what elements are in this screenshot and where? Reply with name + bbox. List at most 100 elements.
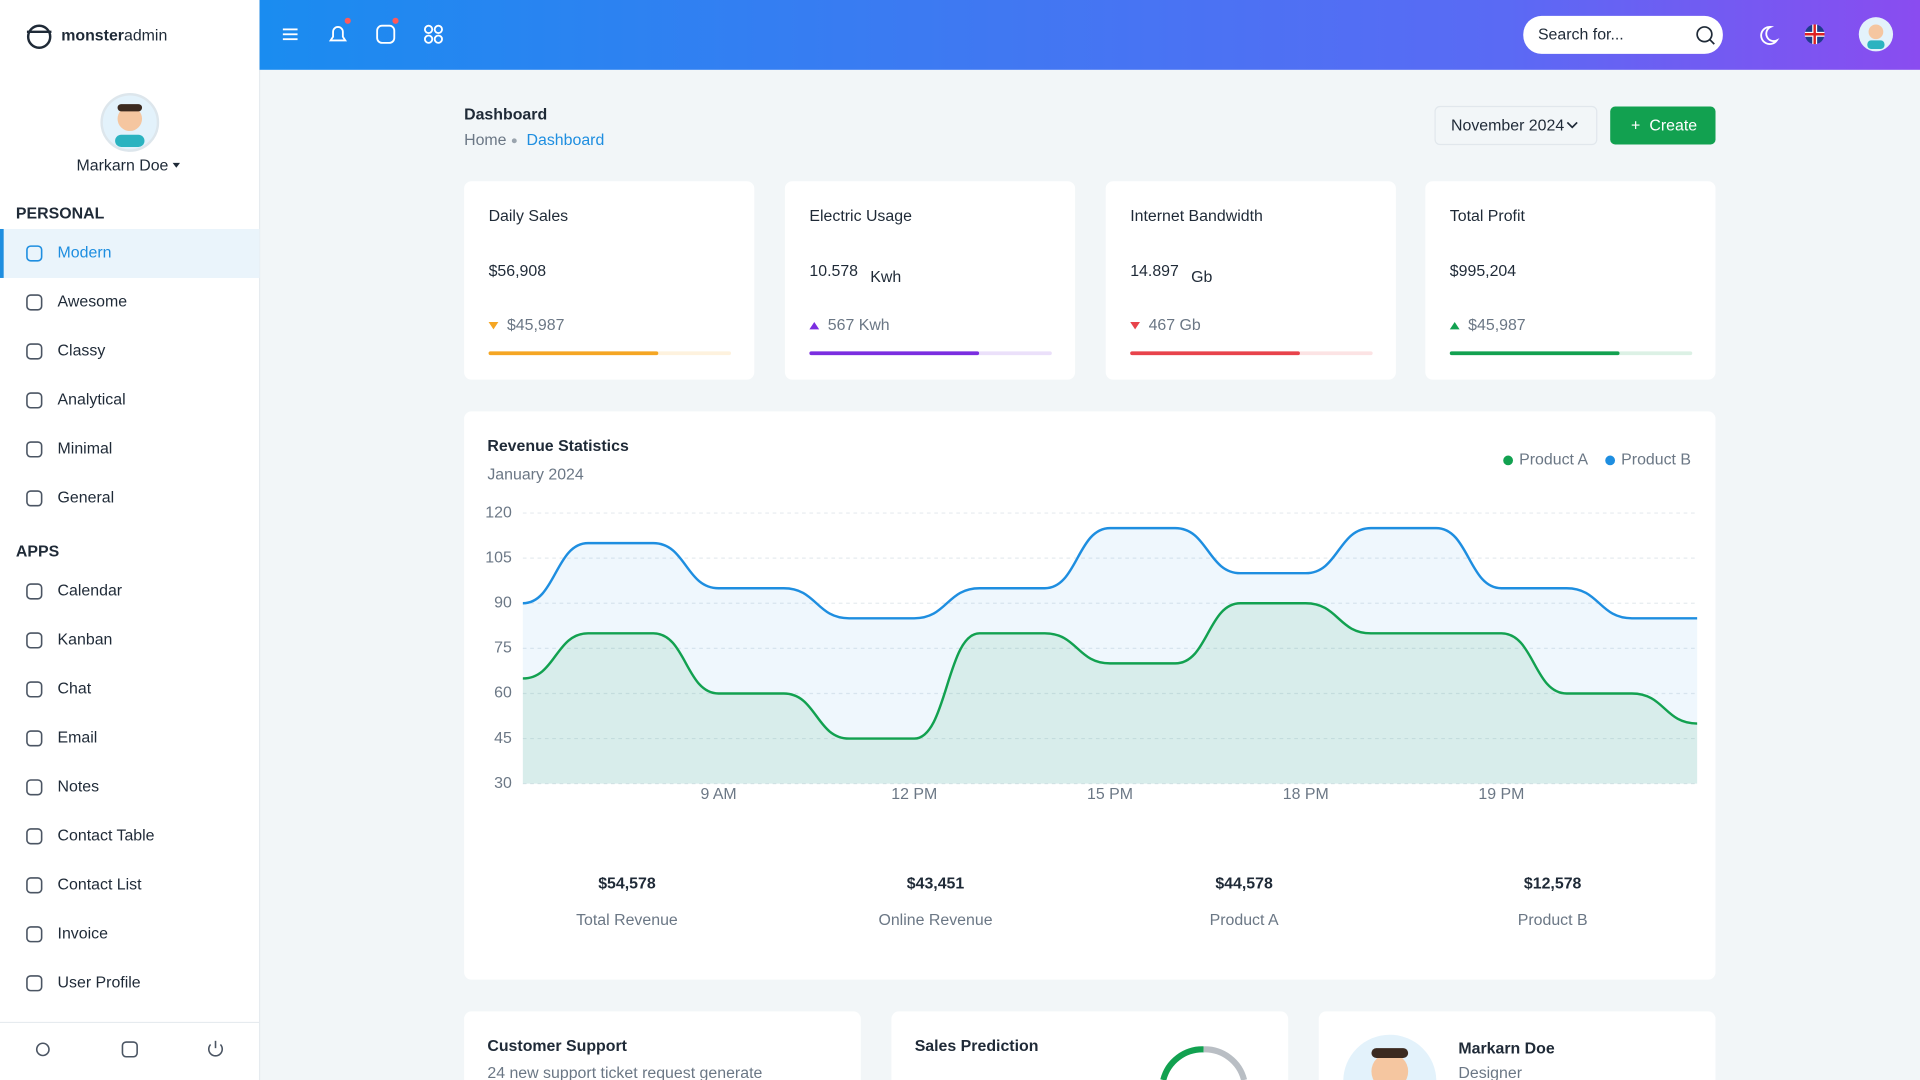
language-flag[interactable] (1804, 24, 1825, 45)
brand-light: admin (124, 28, 167, 45)
menu-item[interactable]: Email (58, 730, 98, 747)
menu-item[interactable]: Calendar (58, 583, 123, 600)
support-subtitle: 24 new support ticket request generate (487, 1065, 762, 1080)
user-caret[interactable] (172, 162, 180, 168)
summary-label: Product B (1518, 912, 1588, 929)
brand-bold: monster (61, 28, 124, 45)
menu-icon[interactable] (26, 441, 43, 458)
period-label[interactable]: November 2024 (1451, 117, 1564, 134)
y-tick-label: 90 (494, 594, 512, 611)
active-item-marker (0, 228, 4, 278)
prediction-gauge (1160, 1046, 1248, 1080)
menu-icon[interactable] (26, 583, 43, 600)
legend-swatch (1503, 455, 1514, 466)
menu-icon[interactable] (26, 490, 43, 507)
area-fill (522, 603, 1698, 784)
y-tick-label: 45 (494, 730, 512, 747)
stat-title: Daily Sales (489, 208, 569, 225)
prediction-title: Sales Prediction (915, 1038, 1039, 1055)
search-placeholder[interactable]: Search for... (1538, 27, 1624, 44)
y-tick-label: 105 (485, 549, 512, 566)
menu-icon[interactable] (26, 245, 43, 262)
summary-value: $12,578 (1524, 875, 1582, 892)
sidebar-user[interactable]: Markarn Doe (76, 158, 168, 175)
sidebar-footer-icons[interactable] (35, 1040, 223, 1058)
menu-icon[interactable] (26, 681, 43, 698)
menu-icon[interactable] (26, 730, 43, 747)
breadcrumb-current: Dashboard (527, 132, 605, 149)
stat-card (1425, 181, 1716, 380)
revenue-card (464, 411, 1716, 980)
summary-label: Online Revenue (878, 912, 992, 929)
search-box[interactable] (1523, 15, 1723, 54)
summary-value: $54,578 (598, 875, 656, 892)
topbar-avatar[interactable] (1858, 17, 1894, 52)
stat-value: $995,204 (1450, 263, 1516, 280)
brand: monsteradmin (61, 28, 167, 45)
create-button[interactable] (1610, 106, 1716, 145)
period-dropdown[interactable] (1434, 105, 1598, 146)
legend-label: Product A (1519, 452, 1588, 469)
menu-item[interactable]: Classy (58, 343, 106, 360)
menu-item[interactable]: Invoice (58, 925, 109, 942)
breadcrumb-home[interactable]: Home (464, 132, 507, 149)
menu-item[interactable]: Modern (58, 245, 112, 262)
chart-subtitle: January 2024 (487, 466, 584, 483)
menu-item[interactable]: General (58, 490, 115, 507)
area-fill (522, 528, 1698, 784)
menu-icon[interactable] (26, 926, 43, 943)
profile-role: Designer (1458, 1065, 1522, 1080)
stat-value: 14.897 (1130, 263, 1179, 280)
menu-item[interactable]: Contact Table (58, 828, 155, 845)
menu-item[interactable]: Minimal (58, 441, 113, 458)
sidebar (0, 0, 260, 1080)
topbar-icons[interactable] (282, 24, 1780, 45)
menu-item[interactable]: Notes (58, 779, 100, 796)
stat-card (464, 181, 755, 380)
chart-title: Revenue Statistics (487, 438, 629, 455)
y-tick-label: 60 (494, 685, 512, 702)
menu-icon[interactable] (26, 877, 43, 894)
trend-arrow (809, 322, 820, 330)
menu-icon[interactable] (26, 294, 43, 311)
series-line (522, 602, 1698, 740)
menu-icon[interactable] (26, 632, 43, 649)
x-tick-label: 9 AM (700, 786, 736, 803)
summary-value: $44,578 (1215, 875, 1273, 892)
stat-title: Electric Usage (809, 208, 912, 225)
menu-icon[interactable] (26, 828, 43, 845)
x-tick-label: 19 PM (1478, 786, 1524, 803)
legend-swatch (1605, 455, 1616, 466)
x-tick-label: 18 PM (1283, 786, 1329, 803)
x-tick-label: 15 PM (1087, 786, 1133, 803)
menu-icon[interactable] (26, 392, 43, 409)
dropdown-caret[interactable] (1566, 121, 1578, 129)
create-label[interactable]: Create (1649, 117, 1697, 134)
active-item-bg (0, 228, 260, 278)
menu-item[interactable]: Awesome (58, 294, 128, 311)
search-icon[interactable] (1696, 26, 1715, 45)
breadcrumb-separator (511, 138, 517, 144)
summary-label: Product A (1210, 912, 1279, 929)
progress-bar (1449, 351, 1620, 356)
menu-item[interactable]: Chat (58, 681, 92, 698)
menu-icon[interactable] (26, 343, 43, 360)
y-tick-label: 30 (494, 775, 512, 792)
create-plus[interactable]: + (1631, 117, 1640, 134)
menu-icon[interactable] (26, 779, 43, 796)
menu-item[interactable]: Contact List (58, 877, 143, 894)
progress-bar (488, 351, 659, 356)
menu-icon[interactable] (26, 975, 43, 992)
stat-delta: $45,987 (507, 317, 565, 334)
prediction-card (891, 1011, 1289, 1080)
menu-item[interactable]: Analytical (58, 392, 126, 409)
menu-item[interactable]: User Profile (58, 974, 141, 991)
trend-arrow (1449, 322, 1460, 330)
support-card (464, 1011, 861, 1080)
stat-title: Total Profit (1450, 208, 1526, 225)
menu-item[interactable]: Kanban (58, 632, 113, 649)
stat-delta: $45,987 (1468, 317, 1526, 334)
y-tick-label: 120 (485, 504, 512, 521)
